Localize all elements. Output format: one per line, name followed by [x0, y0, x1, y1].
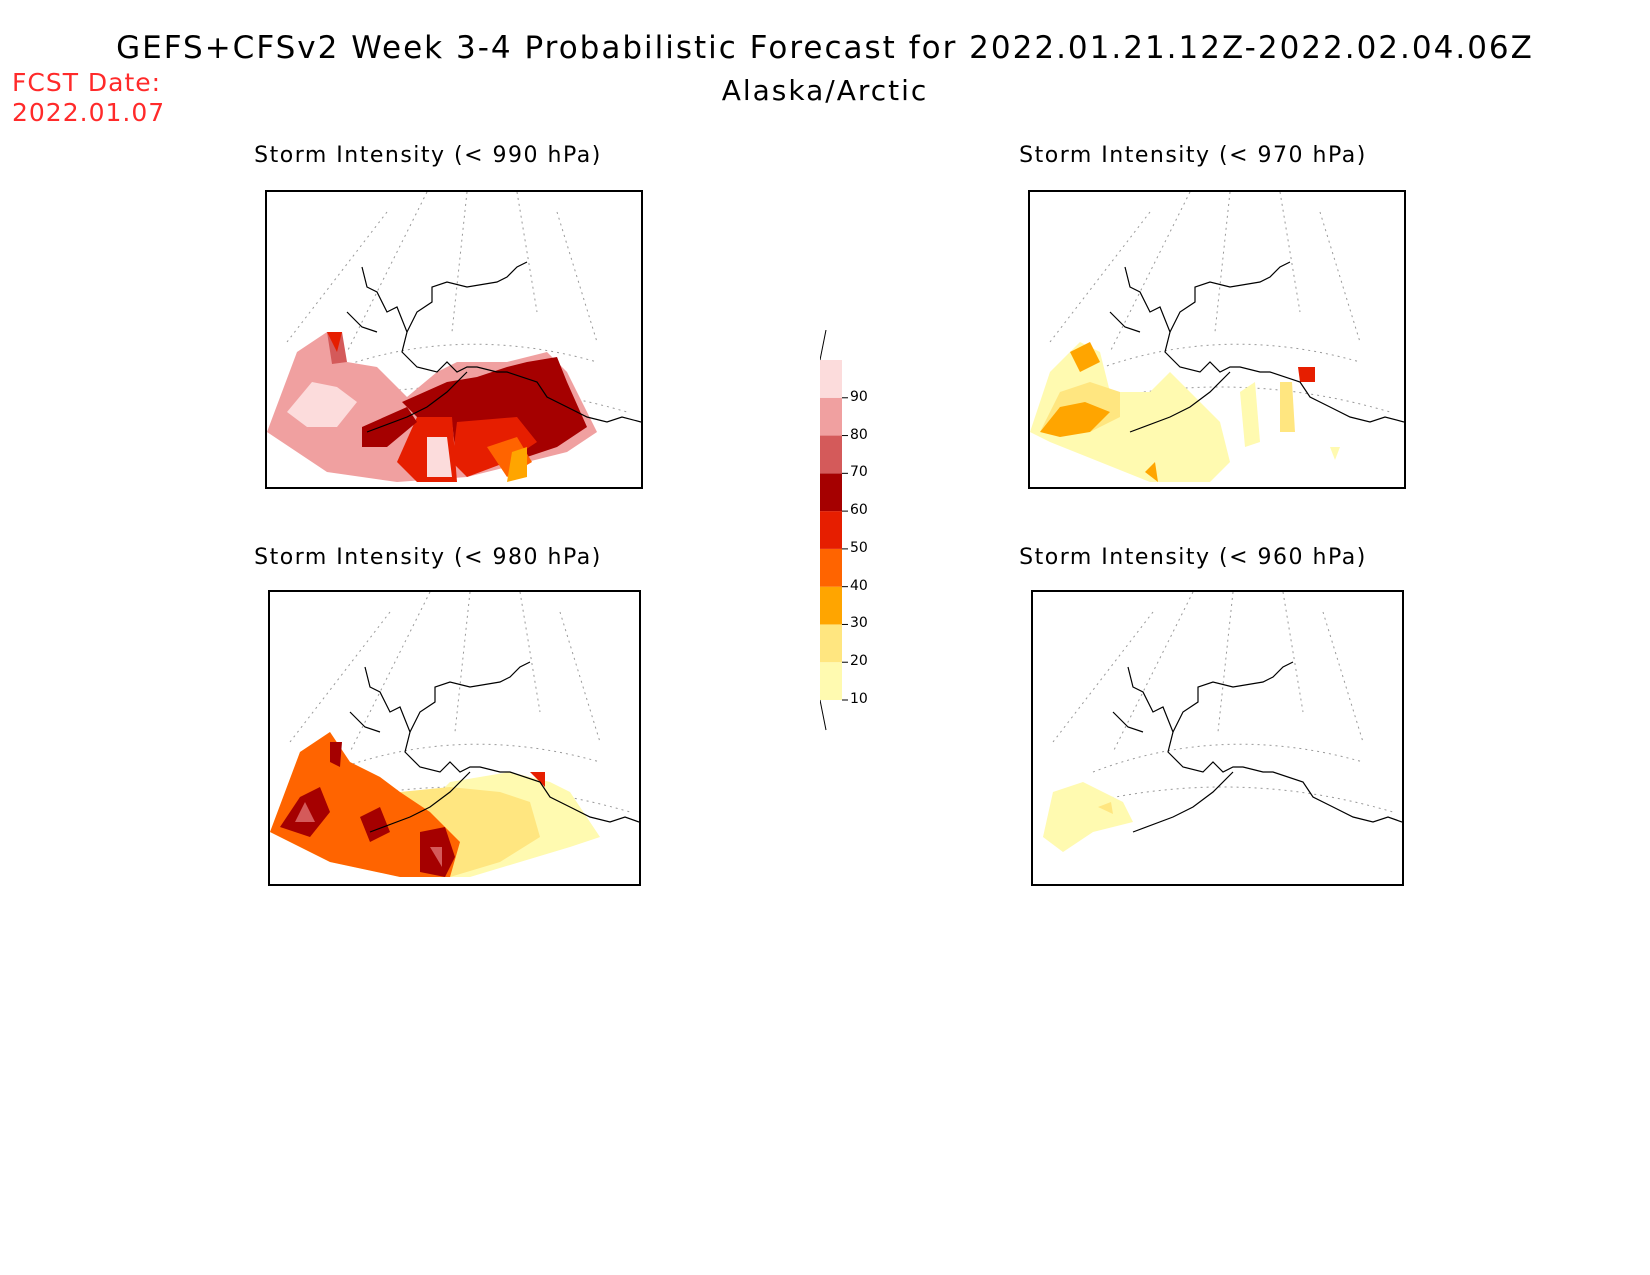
colorbar-swatch: [820, 435, 842, 474]
title-line-1: GEFS+CFSv2 Week 3-4 Probabilistic Foreca…: [116, 30, 1534, 66]
colorbar-tick-label: 60: [850, 502, 868, 519]
map-980hpa: [268, 590, 641, 886]
colorbar-swatch: [820, 473, 842, 512]
map-970hpa: [1028, 190, 1406, 489]
colorbar-tick-label: 80: [850, 426, 868, 443]
colorbar-swatch: [820, 586, 842, 625]
colorbar-tick-label: 10: [850, 691, 868, 707]
title-line-2: Alaska/Arctic: [721, 74, 929, 107]
colorbar-swatch: [820, 511, 842, 549]
colorbar-swatch: [820, 624, 842, 663]
forecast-date: FCST Date: 2022.01.07: [12, 68, 165, 128]
panel-title: Storm Intensity (< 960 hPa): [1019, 545, 1367, 570]
map-990hpa: [265, 190, 643, 489]
map-960hpa: [1031, 590, 1404, 886]
colorbar-tick-label: 70: [850, 464, 868, 481]
colorbar-swatch: [820, 397, 842, 436]
colorbar-tick-label: 90: [850, 388, 868, 405]
colorbar-tick-label: 40: [850, 577, 868, 594]
colorbar: 10 20 30 40 50 60 70 80 90: [820, 330, 900, 740]
colorbar-tick-label: 20: [850, 653, 868, 670]
forecast-date-label: FCST Date:: [12, 68, 162, 97]
panel-title: Storm Intensity (< 980 hPa): [254, 545, 602, 570]
panel-title: Storm Intensity (< 970 hPa): [1019, 143, 1367, 168]
colorbar-tick-label: 30: [850, 615, 868, 632]
forecast-date-value: 2022.01.07: [12, 98, 166, 127]
colorbar-swatch: [820, 548, 842, 587]
colorbar-swatch: [820, 662, 842, 700]
panel-title: Storm Intensity (< 990 hPa): [254, 143, 602, 168]
colorbar-swatch: [820, 360, 842, 398]
main-title: GEFS+CFSv2 Week 3-4 Probabilistic Foreca…: [0, 30, 1650, 107]
colorbar-tick-label: 50: [850, 539, 868, 556]
